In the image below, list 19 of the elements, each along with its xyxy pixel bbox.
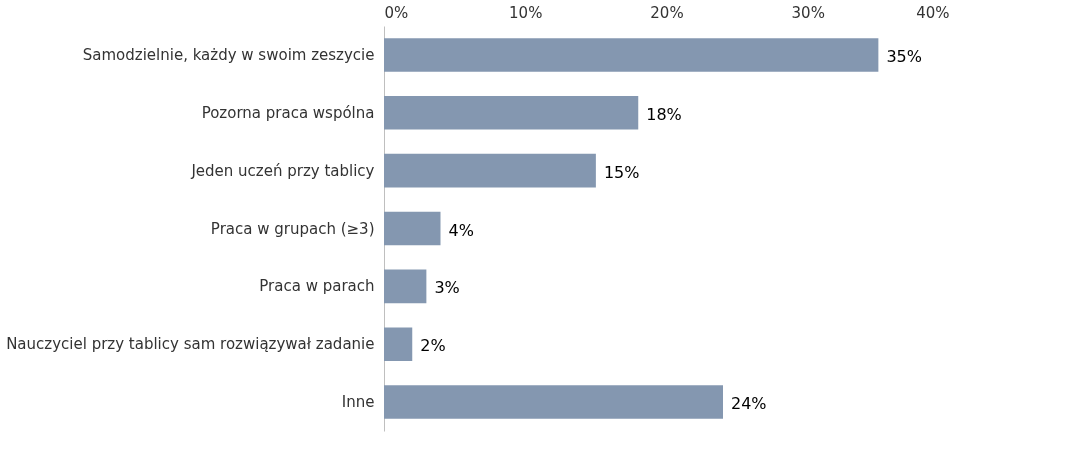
y-tick-label: Jeden uczeń przy tablicy — [190, 161, 375, 180]
x-tick-label: 40% — [916, 3, 950, 22]
data-label: 3% — [434, 278, 460, 298]
y-tick-label: Nauczyciel przy tablicy sam rozwiązywał zadanie — [6, 335, 375, 354]
y-tick-label: Pozorna praca wspólna — [201, 103, 375, 122]
data-label: 4% — [448, 220, 474, 240]
x-tick-label: 0% — [384, 3, 409, 22]
x-tick-label: 10% — [509, 3, 543, 22]
y-tick-label: Praca w parach — [259, 277, 375, 296]
x-tick-label: 20% — [650, 3, 684, 22]
y-tick-label: Inne — [341, 393, 375, 412]
x-tick-label: 30% — [791, 3, 825, 22]
data-label: 24% — [731, 394, 767, 414]
data-label: 15% — [603, 162, 640, 182]
data-label: 35% — [886, 46, 922, 66]
data-label: 2% — [420, 336, 446, 356]
y-tick-label: Praca w grupach (≥3) — [210, 219, 375, 238]
data-label: 18% — [646, 104, 682, 124]
y-tick-label: Samodzielnie, każdy w swoim zeszycie — [82, 45, 375, 64]
